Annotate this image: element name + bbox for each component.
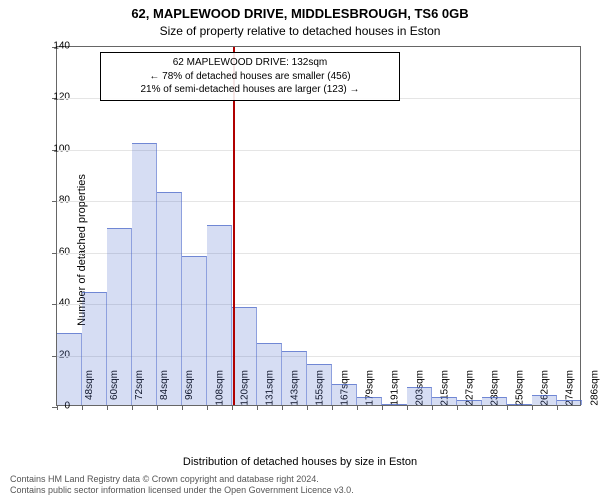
- x-tick-mark: [457, 405, 458, 410]
- histogram-bar: [432, 397, 457, 405]
- histogram-bar: [407, 387, 432, 405]
- x-tick-mark: [282, 405, 283, 410]
- y-tick-label: 100: [40, 143, 70, 154]
- footer-line-1: Contains HM Land Registry data © Crown c…: [10, 474, 590, 485]
- chart-title-main: 62, MAPLEWOOD DRIVE, MIDDLESBROUGH, TS6 …: [0, 6, 600, 21]
- x-tick-mark: [257, 405, 258, 410]
- y-tick-label: 140: [40, 41, 70, 52]
- x-tick-mark: [532, 405, 533, 410]
- info-line-1: 62 MAPLEWOOD DRIVE: 132sqm: [107, 56, 393, 70]
- histogram-bar: [132, 143, 157, 405]
- x-tick-mark: [207, 405, 208, 410]
- info-line-2: ← 78% of detached houses are smaller (45…: [107, 70, 393, 84]
- reference-line: [233, 47, 235, 405]
- x-tick-label: 250sqm: [515, 370, 526, 406]
- y-tick-label: 40: [40, 298, 70, 309]
- histogram-bar: [57, 333, 82, 405]
- x-tick-mark: [357, 405, 358, 410]
- histogram-bar: [82, 292, 107, 405]
- y-tick-label: 120: [40, 92, 70, 103]
- x-tick-mark: [182, 405, 183, 410]
- y-tick-label: 80: [40, 195, 70, 206]
- histogram-bar: [482, 397, 507, 405]
- chart-title-sub: Size of property relative to detached ho…: [0, 24, 600, 38]
- x-tick-mark: [432, 405, 433, 410]
- x-tick-mark: [132, 405, 133, 410]
- info-box: 62 MAPLEWOOD DRIVE: 132sqm ← 78% of deta…: [100, 52, 400, 101]
- histogram-bar: [532, 395, 557, 405]
- footer-line-2: Contains public sector information licen…: [10, 485, 590, 496]
- x-tick-mark: [332, 405, 333, 410]
- histogram-bar: [557, 400, 582, 405]
- histogram-bar: [382, 404, 407, 405]
- x-axis-label: Distribution of detached houses by size …: [0, 456, 600, 468]
- histogram-bar: [332, 384, 357, 405]
- histogram-bar: [207, 225, 232, 405]
- histogram-bar: [507, 404, 532, 405]
- histogram-bar: [357, 397, 382, 405]
- histogram-bar: [257, 343, 282, 405]
- x-tick-mark: [307, 405, 308, 410]
- histogram-bar: [157, 192, 182, 405]
- y-tick-label: 60: [40, 246, 70, 257]
- x-tick-mark: [507, 405, 508, 410]
- x-tick-label: 286sqm: [590, 370, 600, 406]
- chart-footer: Contains HM Land Registry data © Crown c…: [10, 474, 590, 496]
- histogram-bar: [307, 364, 332, 405]
- x-tick-mark: [482, 405, 483, 410]
- x-tick-mark: [107, 405, 108, 410]
- x-tick-mark: [82, 405, 83, 410]
- info-line-3: 21% of semi-detached houses are larger (…: [107, 83, 393, 97]
- x-tick-label: 191sqm: [390, 370, 401, 406]
- x-tick-mark: [232, 405, 233, 410]
- x-tick-mark: [407, 405, 408, 410]
- histogram-bar: [282, 351, 307, 405]
- histogram-bar: [107, 228, 132, 405]
- x-tick-mark: [382, 405, 383, 410]
- x-tick-mark: [557, 405, 558, 410]
- histogram-bar: [457, 400, 482, 405]
- histogram-bar: [232, 307, 257, 405]
- histogram-bar: [182, 256, 207, 405]
- x-tick-mark: [157, 405, 158, 410]
